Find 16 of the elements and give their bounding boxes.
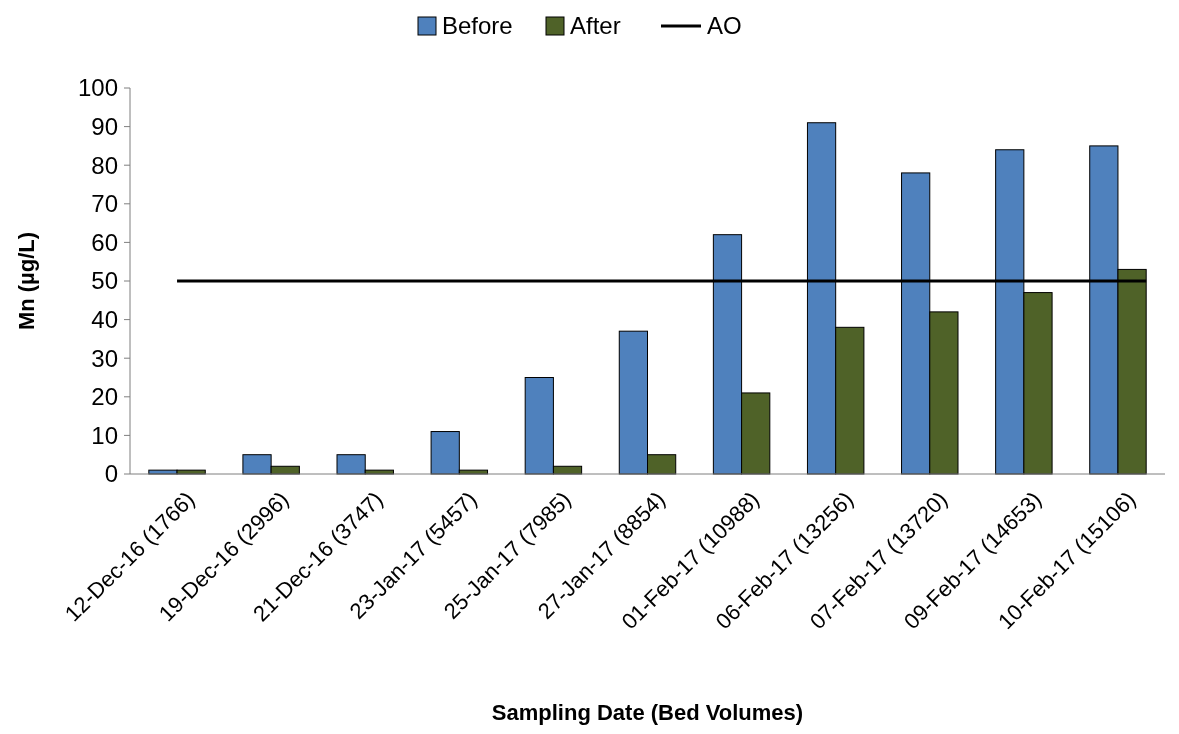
- y-axis-title: Mn (µg/L): [14, 231, 39, 331]
- legend-label: After: [570, 12, 621, 40]
- y-tick-label: 10: [91, 421, 118, 449]
- legend-label: Before: [442, 12, 513, 40]
- y-tick-label: 50: [91, 267, 118, 295]
- y-tick-label: 80: [91, 151, 118, 179]
- y-tick-label: 70: [91, 190, 118, 218]
- y-tick-label: 100: [77, 74, 118, 102]
- y-tick-label: 0: [104, 460, 118, 488]
- x-axis-title: Sampling Date (Bed Volumes): [491, 700, 804, 725]
- y-tick-label: 90: [91, 113, 118, 140]
- y-tick-label: 40: [91, 306, 118, 333]
- legend-label: AO: [707, 12, 742, 40]
- y-tick-label: 30: [91, 344, 118, 372]
- y-tick-label: 20: [91, 383, 118, 411]
- y-tick-label: 60: [91, 228, 118, 256]
